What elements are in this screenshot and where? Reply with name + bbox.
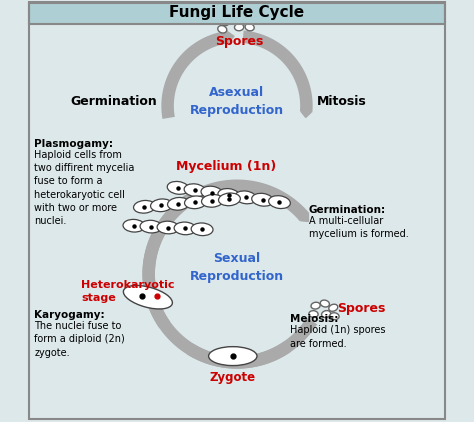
Ellipse shape	[269, 196, 291, 208]
Ellipse shape	[321, 311, 331, 317]
Ellipse shape	[201, 195, 223, 207]
Ellipse shape	[221, 19, 230, 26]
Ellipse shape	[218, 26, 227, 33]
Polygon shape	[301, 111, 311, 117]
Ellipse shape	[329, 304, 338, 311]
Polygon shape	[228, 32, 234, 42]
Ellipse shape	[320, 300, 329, 307]
Ellipse shape	[252, 193, 273, 206]
Polygon shape	[285, 342, 292, 351]
Text: Spores: Spores	[215, 35, 263, 48]
Text: Haploid (1n) spores
are formed.: Haploid (1n) spores are formed.	[290, 325, 385, 349]
Text: Fungi Life Cycle: Fungi Life Cycle	[169, 5, 305, 20]
Ellipse shape	[157, 221, 179, 234]
Ellipse shape	[151, 199, 173, 212]
Text: Mitosis: Mitosis	[317, 95, 367, 108]
Text: Spores: Spores	[337, 302, 385, 315]
Text: Germination: Germination	[70, 95, 157, 108]
Ellipse shape	[242, 17, 251, 24]
FancyBboxPatch shape	[29, 1, 445, 24]
Ellipse shape	[123, 286, 173, 309]
Ellipse shape	[311, 302, 320, 309]
Ellipse shape	[174, 222, 196, 235]
Ellipse shape	[245, 24, 254, 31]
Polygon shape	[160, 322, 169, 329]
Ellipse shape	[330, 313, 339, 319]
Ellipse shape	[235, 24, 244, 31]
Text: Sexual
Reproduction: Sexual Reproduction	[190, 252, 284, 283]
Text: Asexual
Reproduction: Asexual Reproduction	[190, 86, 284, 117]
Text: Haploid cells from
two diffirent mycelia
fuse to form a
heterokaryotic cell
with: Haploid cells from two diffirent mycelia…	[34, 150, 135, 226]
Text: Zygote: Zygote	[210, 371, 256, 384]
Ellipse shape	[184, 196, 206, 209]
Ellipse shape	[184, 184, 206, 197]
Ellipse shape	[123, 219, 145, 232]
Text: Meiosis:: Meiosis:	[290, 314, 338, 324]
Text: A multi-cellular
mycelium is formed.: A multi-cellular mycelium is formed.	[309, 216, 408, 239]
Text: Karyogamy:: Karyogamy:	[34, 310, 105, 320]
Ellipse shape	[235, 191, 256, 204]
Ellipse shape	[140, 220, 162, 233]
Text: The nuclei fuse to
form a diploid (2n)
zygote.: The nuclei fuse to form a diploid (2n) z…	[34, 321, 125, 357]
Ellipse shape	[230, 15, 239, 22]
Text: Mycelium (1n): Mycelium (1n)	[176, 160, 276, 173]
Polygon shape	[301, 214, 309, 222]
Text: Germination:: Germination:	[309, 205, 386, 215]
Text: Heterokaryotic
stage: Heterokaryotic stage	[82, 280, 175, 303]
Ellipse shape	[309, 311, 318, 317]
Ellipse shape	[191, 223, 213, 235]
Ellipse shape	[209, 346, 257, 365]
Ellipse shape	[219, 193, 240, 206]
Ellipse shape	[134, 200, 155, 213]
Ellipse shape	[167, 197, 190, 210]
Ellipse shape	[167, 181, 189, 194]
Ellipse shape	[218, 189, 240, 201]
Ellipse shape	[201, 186, 223, 199]
Text: Plasmogamy:: Plasmogamy:	[34, 140, 113, 149]
